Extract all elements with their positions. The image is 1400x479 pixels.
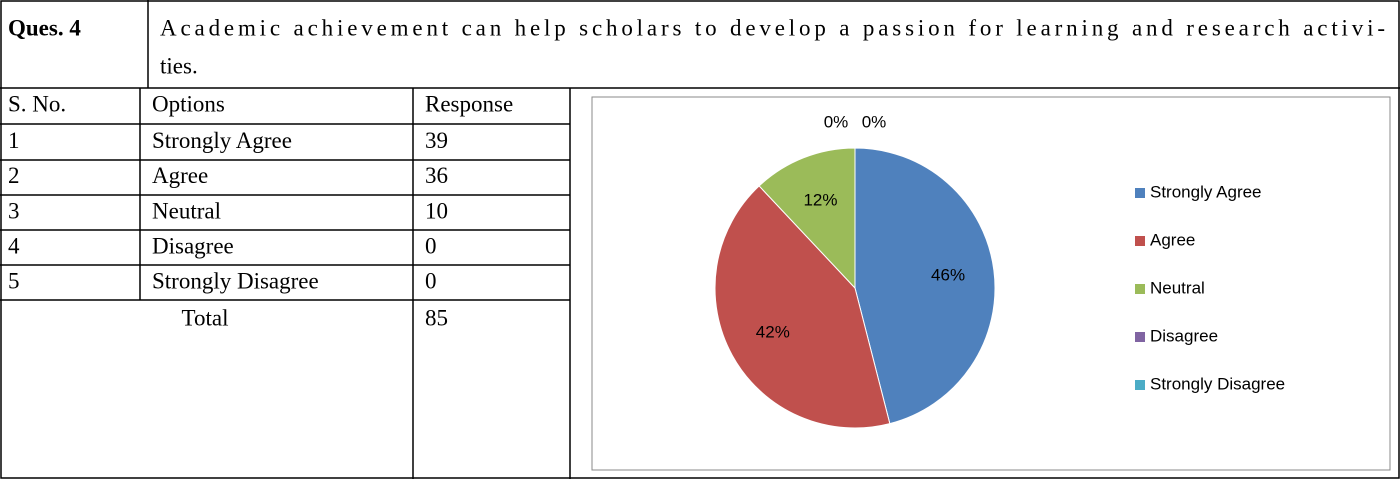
- legend-swatch: [1135, 284, 1145, 294]
- table-cell: 0: [425, 233, 437, 258]
- data-label: 46%: [931, 266, 965, 285]
- data-label: 12%: [803, 190, 837, 209]
- legend-swatch: [1135, 188, 1145, 198]
- data-label: 42%: [756, 323, 790, 342]
- data-label: 0%: [824, 112, 849, 131]
- total-value: 85: [425, 305, 448, 330]
- legend-swatch: [1135, 332, 1145, 342]
- table-cell: 39: [425, 128, 448, 153]
- legend-label: Strongly Agree: [1150, 182, 1262, 201]
- table-cell: 4: [8, 233, 20, 258]
- legend-swatch: [1135, 236, 1145, 246]
- table-cell: Disagree: [152, 233, 234, 258]
- question-line: ties.: [160, 53, 198, 78]
- pie-slice: [714, 185, 891, 429]
- table-cell: Strongly Disagree: [152, 269, 319, 294]
- table-cell: 10: [425, 198, 448, 223]
- chart: 46% 42% 12% 0% 0% Strongly Agree Agree Neutral D…: [591, 96, 1391, 471]
- table-cell: Strongly Agree: [152, 128, 292, 153]
- table-cell: Neutral: [152, 198, 221, 223]
- question-label: Ques. 4: [8, 15, 81, 40]
- table-cell: 5: [8, 269, 20, 294]
- question-line: Academic achievement can help scholars t…: [160, 15, 1385, 40]
- legend-swatch: [1135, 380, 1145, 390]
- legend-label: Strongly Disagree: [1150, 374, 1285, 393]
- legend-label: Neutral: [1150, 278, 1205, 297]
- legend-label: Disagree: [1150, 326, 1218, 345]
- pie-slice: [758, 147, 856, 290]
- header-cell: S. No.: [8, 91, 66, 116]
- pie-slice: [854, 147, 996, 425]
- total-label: Total: [182, 305, 229, 330]
- table-cell: 0: [425, 269, 437, 294]
- table-cell: 2: [8, 163, 20, 188]
- header-cell: Response: [425, 91, 513, 116]
- table-cell: Agree: [152, 163, 208, 188]
- table-cell: 1: [8, 128, 20, 153]
- data-label: 0%: [862, 112, 887, 131]
- table-cell: 3: [8, 198, 20, 223]
- legend-label: Agree: [1150, 230, 1195, 249]
- table-cell: 36: [425, 163, 448, 188]
- header-cell: Options: [152, 91, 225, 116]
